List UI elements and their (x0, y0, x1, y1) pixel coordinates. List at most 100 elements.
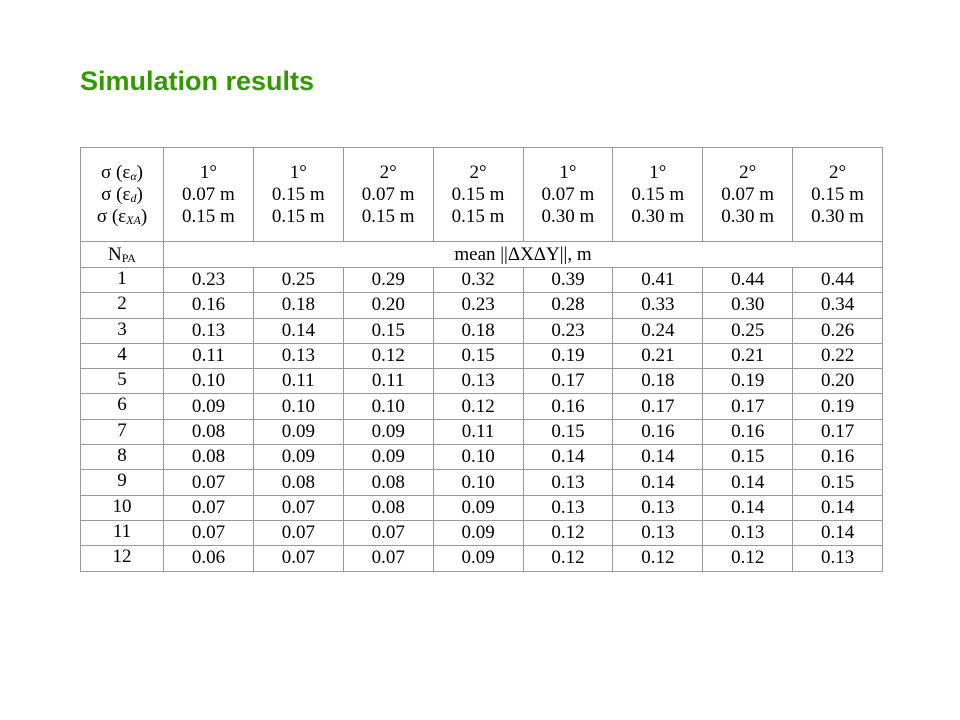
column-header-line: 0.15 m (271, 183, 325, 205)
table-cell: 0.08 (163, 418, 254, 446)
table-cell: 0.24 (612, 317, 704, 344)
table-cell: 0.07 (163, 519, 254, 547)
table-cell: 0.08 (163, 444, 254, 471)
table-cell: 0.17 (702, 393, 794, 420)
column-header-line: 0.30 m (631, 205, 685, 227)
table-cell: 0.11 (432, 418, 524, 446)
table-cell: 0.15 (792, 469, 883, 496)
row-label: 10 (80, 494, 164, 521)
table-cell: 0.17 (522, 368, 614, 395)
table-cell: 0.15 (522, 418, 614, 446)
table-cell: 0.16 (702, 418, 794, 446)
label-base: σ (ε (101, 161, 131, 183)
table-cell: 0.09 (252, 418, 344, 446)
table-cell: 0.09 (342, 444, 434, 471)
table-cell: 0.13 (612, 519, 704, 547)
table-cell: 0.11 (252, 368, 344, 395)
label-base: N (108, 243, 122, 265)
table-cell: 0.23 (163, 266, 254, 294)
table-cell: 0.18 (252, 292, 344, 319)
column-header-line: 1° (649, 161, 667, 183)
table-cell: 0.26 (792, 317, 883, 344)
table-cell: 0.06 (163, 545, 254, 572)
column-header: 1° 0.15 m 0.15 m (252, 147, 344, 242)
label-subscript: PA (121, 250, 136, 265)
table-cell: 0.08 (252, 469, 344, 496)
table-cell: 0.20 (342, 292, 434, 319)
table-cell: 0.41 (612, 266, 704, 294)
column-header-line: 1° (199, 161, 217, 183)
data-row: 5 0.10 0.11 0.11 0.13 0.17 0.18 0.19 0.20 (80, 368, 883, 395)
row-label: 3 (80, 317, 164, 344)
table-cell: 0.44 (792, 266, 883, 294)
column-header: 1° 0.07 m 0.30 m (522, 147, 614, 242)
data-row: 3 0.13 0.14 0.15 0.18 0.23 0.24 0.25 0.26 (80, 317, 883, 344)
table-cell: 0.12 (612, 545, 704, 572)
table-cell: 0.07 (252, 519, 344, 547)
column-header-line: 0.15 m (361, 205, 415, 227)
row-label: 6 (80, 393, 164, 420)
column-header-line: 1° (289, 161, 307, 183)
column-header-line: 0.30 m (811, 205, 864, 227)
column-header-line: 0.30 m (541, 205, 595, 227)
row-label: 12 (80, 545, 164, 572)
table-cell: 0.12 (522, 519, 614, 547)
column-header: 2° 0.07 m 0.30 m (702, 147, 794, 242)
table-cell: 0.10 (432, 444, 524, 471)
table-cell: 0.08 (342, 494, 434, 521)
table-cell: 0.19 (522, 342, 614, 370)
header-row: σ (εα) σ (εd) σ (εXA) 1° 0.07 m 0.15 m 1° 0.15 … (80, 147, 883, 242)
label-tail: ) (136, 183, 143, 205)
row-header: NPA (80, 241, 164, 268)
row-label: 2 (80, 292, 164, 319)
column-header-line: 0.15 m (271, 205, 325, 227)
table-cell: 0.07 (252, 494, 344, 521)
table-cell: 0.13 (522, 469, 614, 496)
table-cell: 0.09 (432, 545, 524, 572)
column-header: 2° 0.07 m 0.15 m (342, 147, 434, 242)
table-cell: 0.14 (522, 444, 614, 471)
table-cell: 0.13 (612, 494, 704, 521)
column-header: 1° 0.07 m 0.15 m (163, 147, 254, 242)
label-tail: ) (140, 205, 148, 227)
data-row: 9 0.07 0.08 0.08 0.10 0.13 0.14 0.14 0.15 (80, 469, 883, 496)
table-cell: 0.25 (702, 317, 794, 344)
table-cell: 0.16 (792, 444, 883, 471)
table-cell: 0.39 (522, 266, 614, 294)
label-subscript: XA (126, 212, 141, 227)
table-cell: 0.25 (252, 266, 344, 294)
table-cell: 0.12 (342, 342, 434, 370)
table-cell: 0.13 (252, 342, 344, 370)
table-cell: 0.12 (702, 545, 794, 572)
column-header-line: 0.07 m (182, 183, 235, 205)
data-row: 1 0.23 0.25 0.29 0.32 0.39 0.41 0.44 0.44 (80, 266, 883, 294)
table-cell: 0.10 (252, 393, 344, 420)
column-header-line: 0.15 m (451, 205, 505, 227)
column-header-line: 2° (829, 161, 847, 183)
table-cell: 0.29 (342, 266, 434, 294)
column-header-line: 1° (559, 161, 577, 183)
table-cell: 0.07 (252, 545, 344, 572)
table-cell: 0.18 (432, 317, 524, 344)
table-cell: 0.09 (432, 494, 524, 521)
table-cell: 0.21 (702, 342, 794, 370)
column-header-line: 0.07 m (541, 183, 595, 205)
column-header-line: 0.15 m (631, 183, 685, 205)
data-row: 7 0.08 0.09 0.09 0.11 0.15 0.16 0.16 0.17 (80, 418, 883, 446)
table-cell: 0.13 (522, 494, 614, 521)
column-header: 2° 0.15 m 0.15 m (432, 147, 524, 242)
table-cell: 0.15 (702, 444, 794, 471)
subheader-row: NPA mean ||ΔXΔY||, m (80, 241, 883, 268)
value-header: mean ||ΔXΔY||, m (163, 241, 883, 268)
column-header: 1° 0.15 m 0.30 m (612, 147, 704, 242)
label-base: σ (ε (101, 183, 131, 205)
table-cell: 0.22 (792, 342, 883, 370)
table-cell: 0.15 (432, 342, 524, 370)
table-cell: 0.32 (432, 266, 524, 294)
parameter-label: σ (εα) (81, 162, 163, 184)
data-row: 6 0.09 0.10 0.10 0.12 0.16 0.17 0.17 0.19 (80, 393, 883, 420)
data-row: 4 0.11 0.13 0.12 0.15 0.19 0.21 0.21 0.22 (80, 342, 883, 370)
label-tail: ) (136, 161, 143, 183)
table-cell: 0.16 (163, 292, 254, 319)
table-cell: 0.17 (792, 418, 883, 446)
